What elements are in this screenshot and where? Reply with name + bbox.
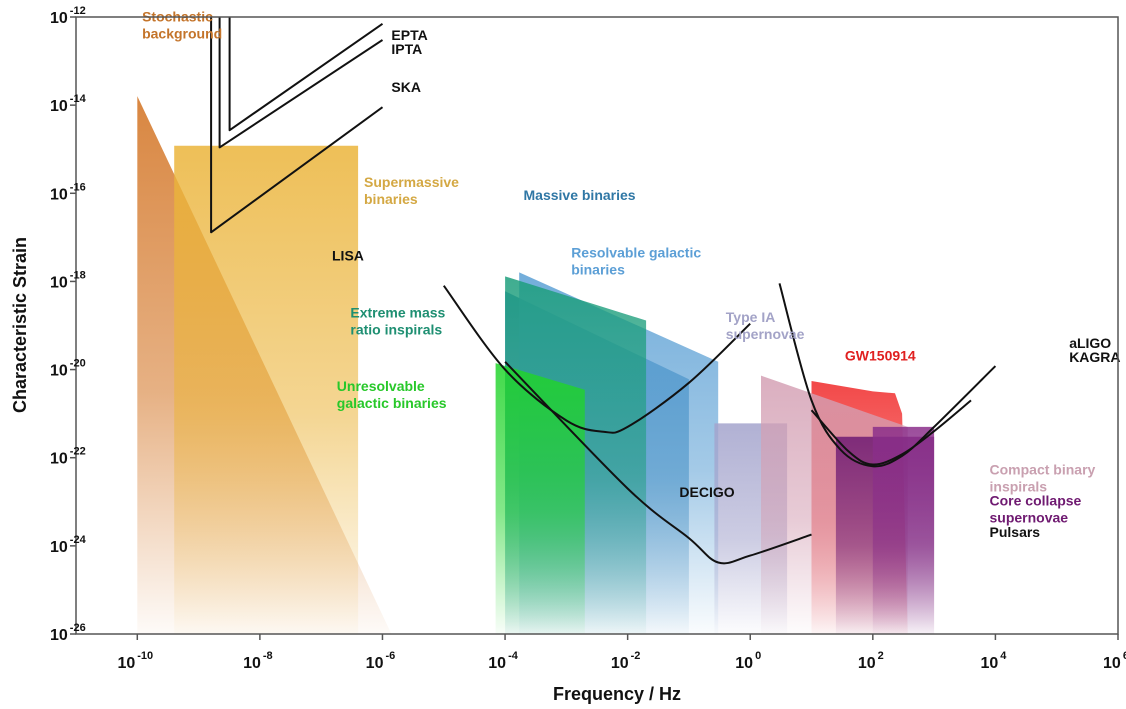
label-pulsars: Pulsars: [990, 524, 1041, 540]
curve-epta: [228, 17, 384, 132]
curve-decigo: [504, 361, 812, 565]
x-axis-ticks: 10 -10 10 -8 10 -6 10 -4 10 -2 10 0 10 2 10 4 10 6: [117, 634, 1126, 672]
y-tick-label: 10 -14: [50, 93, 87, 115]
label-massive-binaries: Massive binaries: [524, 187, 636, 203]
y-tick-label: 10 -12: [50, 5, 86, 27]
x-tick-label: 10 -2: [611, 650, 641, 672]
y-tick-label: 10 -24: [50, 534, 87, 556]
label-resolvable-galactic-binaries: Resolvable galactic binaries: [571, 245, 701, 278]
y-tick-label: 10 -26: [50, 622, 86, 644]
label-unresolvable-galactic-binaries: Unresolvable galactic binaries: [337, 378, 447, 411]
label-gw150914: GW150914: [845, 348, 916, 364]
label-decigo: DECIGO: [679, 484, 734, 500]
region-pulsars: [872, 426, 935, 634]
x-axis-title: Frequency / Hz: [553, 684, 681, 704]
x-tick-label: 10 -8: [243, 650, 273, 672]
curve-ipta: [218, 17, 384, 149]
plot-frame: [75, 16, 1119, 635]
region-unresolvable-galactic-binaries: [495, 363, 585, 634]
label-ska: SKA: [391, 79, 421, 95]
label-lisa: LISA: [332, 247, 364, 263]
curve-aligo: [778, 283, 997, 468]
region-labels: Stochastic background Supermassive binaries…: [142, 8, 1120, 540]
detector-curves: [210, 17, 997, 565]
curve-kagra: [810, 399, 972, 466]
x-tick-label: 10 -6: [366, 650, 396, 672]
region-supermassive-binaries: [174, 145, 359, 634]
source-regions: [137, 96, 935, 635]
y-axis-title: Characteristic Strain: [10, 237, 30, 413]
curve-ska: [210, 17, 384, 234]
y-tick-label: 10 -16: [50, 181, 86, 203]
label-core-collapse-supernovae: Core collapse supernovae: [990, 493, 1082, 526]
y-tick-label: 10 -18: [50, 269, 86, 291]
x-tick-label: 10 6: [1103, 650, 1126, 672]
x-tick-label: 10 4: [980, 650, 1007, 672]
x-tick-label: 10 0: [735, 650, 761, 672]
y-axis-ticks: 10-12 10-14 10-16 10-18 10-20 10-22 10-24 10-26: [50, 5, 87, 644]
x-tick-label: 10 -10: [117, 650, 153, 672]
label-supermassive-binaries: Supermassive binaries: [364, 174, 459, 207]
x-tick-label: 10 2: [858, 650, 884, 672]
label-ipta: IPTA: [391, 41, 422, 57]
x-tick-label: 10 -4: [488, 650, 518, 672]
label-aligo-kagra: aLIGO KAGRA: [1069, 335, 1120, 365]
y-tick-label: 10 -20: [50, 358, 86, 380]
label-compact-binary-inspirals: Compact binary inspirals: [990, 461, 1096, 494]
label-epta: EPTA: [391, 27, 427, 43]
label-stochastic-background: Stochastic background: [142, 8, 222, 41]
label-type-ia-supernovae: Type IA supernovae: [726, 309, 805, 342]
curve-lisa: [442, 285, 751, 434]
label-extreme-mass-ratio-inspirals: Extreme mass ratio inspirals: [350, 305, 445, 338]
y-tick-label: 10 -22: [50, 446, 86, 468]
